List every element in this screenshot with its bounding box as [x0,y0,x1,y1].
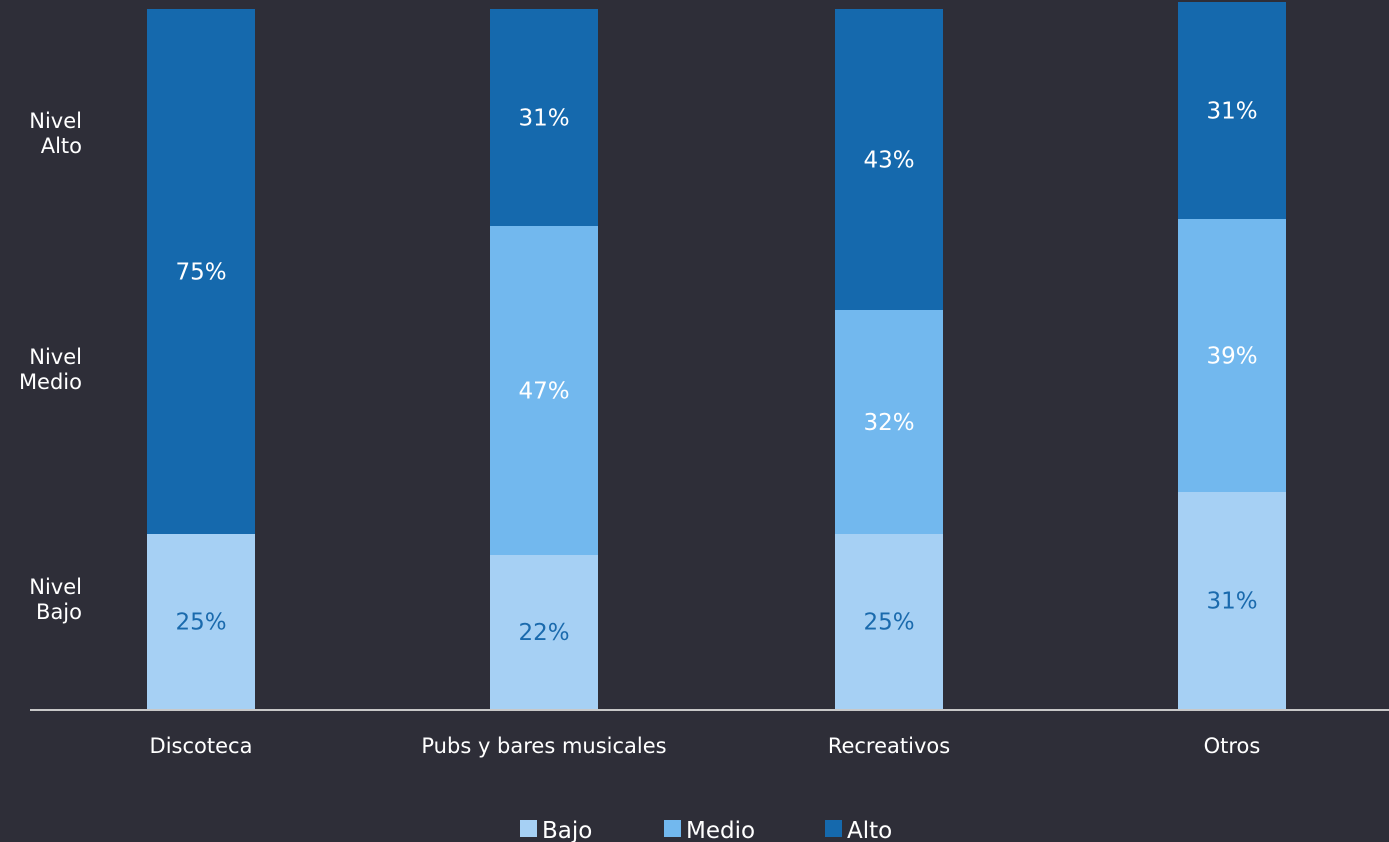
side-label-bajo: Nivel Bajo [29,575,82,624]
category-labels: Discoteca Pubs y bares musicales Recreativ… [150,734,1261,758]
value-labels: 25% 75% 22% 47% 31% 25% 32% 43% 31% 39% 31% [175,99,1257,647]
side-label-alto: Nivel Alto [29,109,82,158]
legend: Bajo Medio Alto [520,818,892,842]
bar-alto-3 [835,9,943,310]
bar-medio-2 [490,226,598,555]
side-label-medio: Nivel Medio [19,345,82,394]
data-label-bajo-4: 31% [1206,589,1257,615]
legend-swatch-alto [825,820,842,837]
data-label-alto-3: 43% [863,148,914,174]
side-labels: Nivel Alto Nivel Medio Nivel Bajo [19,109,82,624]
category-label-1: Discoteca [150,734,253,758]
data-label-bajo-2: 22% [518,620,569,646]
bar-alto-2 [490,9,598,226]
bar-bajo-4 [1178,492,1286,709]
category-label-2: Pubs y bares musicales [421,734,666,758]
bar-alto-4 [1178,2,1286,219]
data-label-alto-1: 75% [175,260,226,286]
bar-alto-1 [147,9,255,534]
legend-swatch-medio [664,820,681,837]
bar-medio-4 [1178,219,1286,492]
data-label-alto-4: 31% [1206,99,1257,125]
data-label-alto-2: 31% [518,106,569,132]
bars [147,2,1286,709]
data-label-bajo-1: 25% [175,610,226,636]
data-label-medio-2: 47% [518,379,569,405]
legend-swatch-bajo [520,820,537,837]
data-label-medio-3: 32% [863,410,914,436]
bar-bajo-3 [835,534,943,709]
category-label-4: Otros [1204,734,1261,758]
bar-medio-3 [835,310,943,534]
legend-label-medio: Medio [686,818,755,842]
legend-label-bajo: Bajo [542,818,592,842]
category-label-3: Recreativos [828,734,950,758]
bar-bajo-2 [490,555,598,709]
data-label-bajo-3: 25% [863,610,914,636]
data-label-medio-4: 39% [1206,344,1257,370]
bar-bajo-1 [147,534,255,709]
legend-label-alto: Alto [847,818,892,842]
